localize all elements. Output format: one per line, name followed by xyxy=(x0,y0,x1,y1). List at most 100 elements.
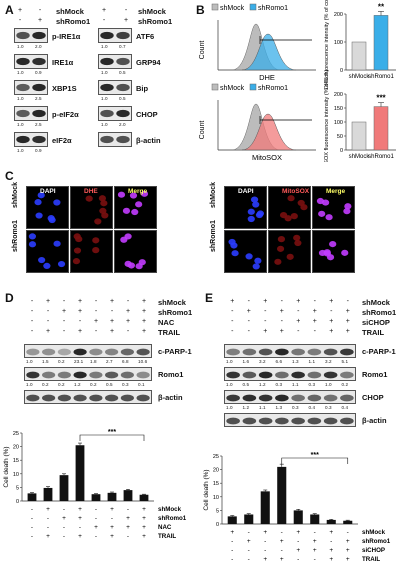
condition-sign: - xyxy=(30,328,34,335)
blot-band xyxy=(100,135,114,144)
condition-sign: + xyxy=(246,308,251,315)
cell-nucleus xyxy=(73,247,82,254)
chart-condition-name: shRomo1 xyxy=(158,515,187,522)
blot-band xyxy=(307,394,322,402)
blot-strip xyxy=(98,54,132,69)
blot-band xyxy=(16,31,30,40)
blot-band xyxy=(226,394,240,402)
significance-label: *** xyxy=(108,429,116,436)
chart-bar xyxy=(326,519,336,524)
cell-nucleus xyxy=(286,253,294,260)
chart-bar xyxy=(277,466,287,524)
chart-condition-sign: - xyxy=(31,506,33,513)
chart-bar xyxy=(139,494,149,501)
chart-condition-sign: + xyxy=(280,538,284,545)
chart-condition-name: TRAIL xyxy=(158,533,176,540)
bar-tick-label: 150 xyxy=(334,106,343,112)
bar-y-label: DHE fluorescence intensity (% of con) xyxy=(324,0,330,89)
bar-tick-label: 200 xyxy=(334,92,343,98)
blot-label: GRP94 xyxy=(136,58,161,67)
chart-condition-sign: + xyxy=(110,533,114,540)
chart-condition-sign: + xyxy=(247,538,251,545)
cell-nucleus xyxy=(47,215,55,222)
cell-nucleus xyxy=(247,215,255,223)
bar-tick-label: 0 xyxy=(340,148,343,154)
blot-strip xyxy=(14,132,48,147)
chart-condition-sign: + xyxy=(329,547,333,554)
micrograph xyxy=(268,186,311,229)
panel-a-label: A xyxy=(5,3,14,17)
blot-band xyxy=(42,394,56,402)
chart-condition-sign: - xyxy=(264,538,266,545)
cell-nucleus xyxy=(129,192,138,199)
condition-sign: - xyxy=(30,298,34,305)
blot-quant-2: 0.9 xyxy=(35,148,42,153)
condition-sign: - xyxy=(280,298,283,305)
significance-label: *** xyxy=(311,452,319,459)
blot-band xyxy=(291,394,305,402)
condition-sign: + xyxy=(329,298,334,305)
blot-strip xyxy=(14,28,48,43)
blot-quant: 1.1 xyxy=(259,405,266,410)
chart-y-label: Cell death (%) xyxy=(3,446,10,487)
blot-strip xyxy=(14,106,48,121)
chart-condition-sign: - xyxy=(95,506,97,513)
chart-tick-label: 25 xyxy=(13,431,19,437)
blot-band xyxy=(16,109,30,118)
blot-bands xyxy=(16,83,46,92)
chart-condition-sign: + xyxy=(94,524,98,531)
bar-mark xyxy=(373,106,389,151)
chart-condition-sign: + xyxy=(346,556,350,563)
blot-band xyxy=(89,371,103,379)
condition-sign: + xyxy=(263,298,268,305)
blot-strip xyxy=(224,413,356,427)
cell-nucleus xyxy=(140,190,149,197)
condition-sign: + xyxy=(109,318,115,325)
blot-band xyxy=(26,394,40,402)
blot-label: c-PARP-1 xyxy=(158,347,192,356)
condition-name: TRAIL xyxy=(362,328,385,337)
blot-quant: 0.2 xyxy=(90,382,97,387)
blot-band xyxy=(226,348,240,356)
chart-tick-label: 5 xyxy=(216,508,219,514)
cell-nucleus xyxy=(252,201,260,208)
condition-sign: + xyxy=(77,328,83,335)
micrograph-cells xyxy=(120,233,146,270)
chart-condition-sign: + xyxy=(346,547,350,554)
blot-quant: 0.4 xyxy=(341,405,349,410)
cell-nucleus xyxy=(323,249,331,256)
condition-sign: + xyxy=(45,328,51,335)
chart-tick-label: 15 xyxy=(213,481,219,487)
chart-tick-label: 15 xyxy=(13,458,19,464)
chart-bar xyxy=(293,510,303,524)
condition-sign: - xyxy=(78,318,82,325)
cell-nucleus xyxy=(279,211,288,219)
chart-bar xyxy=(260,491,270,524)
blot-quant: 1.0 xyxy=(226,359,233,364)
blot-band xyxy=(258,371,273,379)
blot-band xyxy=(120,371,134,379)
chart-condition-sign: - xyxy=(31,524,33,531)
blot-quant: 0.5 xyxy=(106,382,113,387)
blot-quant-1: 1.0 xyxy=(101,96,108,101)
bar-mark xyxy=(373,15,389,71)
condition-name: shMock xyxy=(362,298,390,307)
chart-bar xyxy=(91,494,101,501)
blot-quant: 3.2 xyxy=(259,359,266,364)
blot-band xyxy=(340,417,354,425)
blot-quant-2: 0.9 xyxy=(35,70,42,75)
blot-quant-1: 1.0 xyxy=(17,96,24,101)
legend-swatch-shromo1 xyxy=(249,83,257,91)
bar-tick-label: 100 xyxy=(334,40,343,46)
cell-nucleus xyxy=(122,207,131,214)
chart-condition-sign: - xyxy=(47,524,49,531)
chart-condition-sign: + xyxy=(313,538,317,545)
cell-nucleus xyxy=(138,259,146,266)
chart-bar xyxy=(310,514,320,524)
blot-bands xyxy=(100,57,130,66)
blot-band xyxy=(340,371,354,379)
bar-significance: ** xyxy=(378,2,385,11)
bar-tick-label: 100 xyxy=(334,120,343,126)
sign: - xyxy=(124,7,128,14)
significance-bracket xyxy=(79,434,145,441)
